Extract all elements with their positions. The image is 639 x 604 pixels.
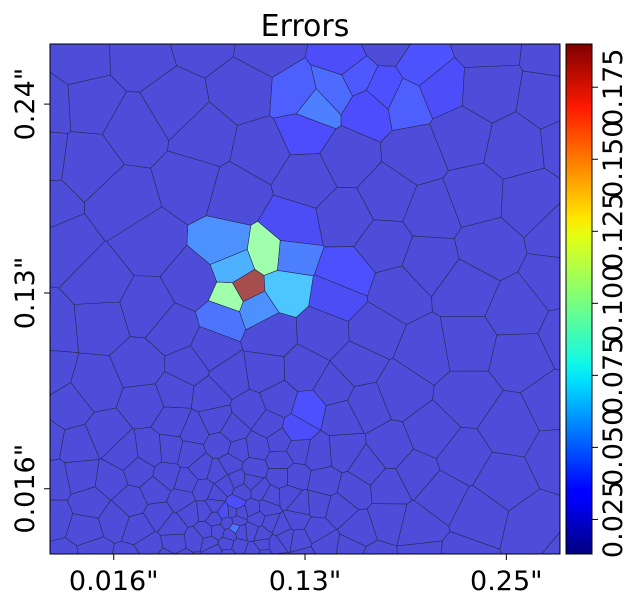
x-tick-label: 0.13" bbox=[269, 566, 342, 597]
voronoi-cell bbox=[106, 206, 189, 277]
voronoi-cell bbox=[235, 553, 245, 554]
voronoi-cell bbox=[259, 379, 298, 418]
colorbar-tick-label: 0.125 bbox=[598, 193, 629, 270]
y-axis: 0.24" 0.13" 0.016" bbox=[10, 68, 50, 534]
voronoi-cell bbox=[266, 427, 292, 452]
y-tick-label: 0.13" bbox=[10, 257, 41, 330]
voronoi-cell bbox=[123, 456, 155, 488]
voronoi-cell bbox=[360, 44, 412, 67]
x-tick-label: 0.25" bbox=[470, 566, 543, 597]
voronoi-cell bbox=[401, 235, 460, 298]
voronoi-cell bbox=[166, 488, 196, 514]
voronoi-cell bbox=[50, 213, 106, 289]
voronoi-cell bbox=[190, 326, 243, 372]
x-axis: 0.016" 0.13" 0.25" bbox=[69, 554, 543, 597]
voronoi-cell bbox=[537, 308, 560, 371]
voronoi-cell bbox=[347, 301, 407, 360]
voronoi-cell bbox=[64, 459, 100, 495]
voronoi-cell bbox=[312, 360, 355, 406]
voronoi-cell bbox=[157, 547, 176, 554]
voronoi-cell bbox=[100, 427, 139, 471]
voronoi-cell bbox=[204, 556, 226, 584]
voronoi-cell bbox=[50, 131, 69, 181]
voronoi-cell bbox=[155, 371, 195, 409]
voronoi-cell bbox=[197, 404, 233, 435]
voronoi-cell bbox=[402, 399, 462, 459]
voronoi-cell bbox=[73, 301, 131, 356]
chart-title: Errors bbox=[261, 9, 350, 44]
colorbar-tick-label: 0.050 bbox=[598, 409, 629, 486]
voronoi-cell bbox=[222, 528, 238, 541]
x-tick-label: 0.016" bbox=[69, 566, 159, 597]
voronoi-cell bbox=[227, 504, 237, 519]
voronoi-cell bbox=[167, 101, 238, 167]
voronoi-cell bbox=[205, 161, 274, 226]
voronoi-cell bbox=[50, 71, 72, 134]
voronoi-cell bbox=[227, 468, 246, 489]
voronoi-cell bbox=[174, 548, 193, 554]
colorbar-tick-label: 0.150 bbox=[598, 121, 629, 198]
voronoi-cell bbox=[252, 538, 270, 551]
voronoi-cell bbox=[50, 419, 65, 462]
voronoi-cell bbox=[50, 179, 85, 229]
voronoi-cell bbox=[199, 535, 219, 553]
voronoi-cell bbox=[265, 468, 288, 489]
y-tick-label: 0.016" bbox=[10, 444, 41, 534]
colorbar-tick-label: 0.075 bbox=[598, 337, 629, 414]
voronoi-cell bbox=[523, 202, 560, 258]
voronoi-cell bbox=[476, 389, 540, 458]
colorbar-tick-label: 0.100 bbox=[598, 265, 629, 342]
voronoi-cell bbox=[449, 44, 522, 68]
colorbar-tick-label: 0.025 bbox=[598, 481, 629, 558]
voronoi-cell bbox=[191, 551, 203, 554]
voronoi-cell bbox=[50, 499, 74, 542]
voronoi-cell bbox=[380, 123, 449, 186]
voronoi-cell bbox=[240, 312, 298, 357]
voronoi-cell bbox=[347, 443, 386, 486]
voronoi-cell bbox=[235, 504, 249, 520]
voronoi-cell bbox=[159, 433, 184, 465]
colorbar-tick-label: 0.175 bbox=[598, 49, 629, 126]
colorbar bbox=[565, 43, 593, 555]
y-tick-label: 0.24" bbox=[10, 68, 41, 141]
voronoi-cell bbox=[97, 499, 130, 544]
voronoi-cells bbox=[50, 44, 560, 584]
voronoi-cell bbox=[204, 511, 223, 527]
voronoi-cell bbox=[50, 44, 111, 86]
voronoi-cell bbox=[396, 540, 443, 554]
voronoi-cell bbox=[541, 531, 560, 554]
voronoi-cell bbox=[220, 548, 237, 554]
voronoi-cell bbox=[396, 499, 451, 547]
voronoi-cell bbox=[157, 511, 189, 536]
voronoi-cell bbox=[241, 556, 264, 584]
voronoi-cell bbox=[325, 492, 360, 530]
voronoi-cell bbox=[271, 510, 292, 537]
